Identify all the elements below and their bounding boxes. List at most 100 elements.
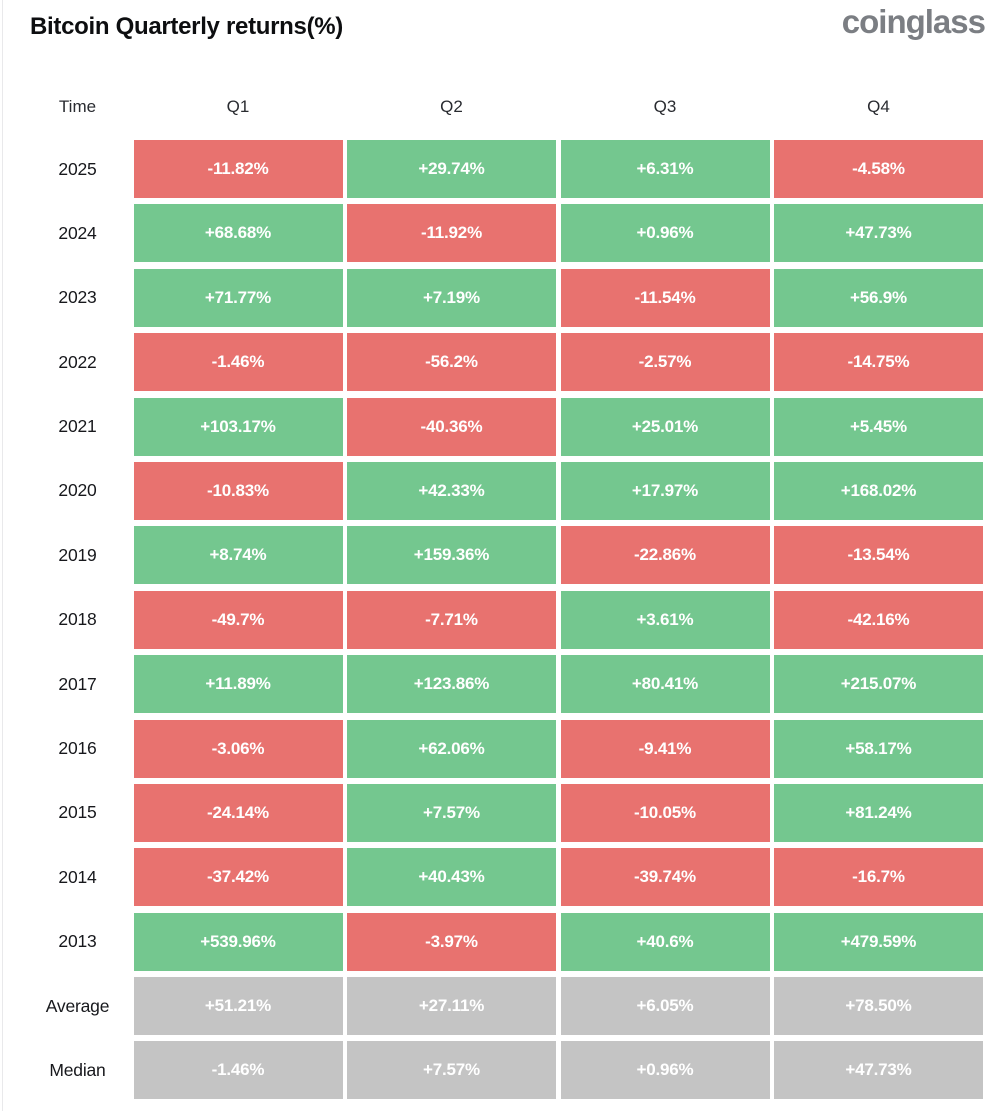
table-body: 2025 -11.82% +29.74% +6.31% -4.58% 2024 +68.68… — [26, 140, 983, 1100]
row-label: 2017 — [58, 673, 97, 694]
return-cell: +81.24% — [774, 783, 983, 842]
column-header-q3: Q3 — [653, 97, 677, 116]
return-cell: -24.14% — [133, 783, 343, 842]
row-label: 2019 — [58, 544, 97, 565]
row-label: 2021 — [58, 416, 97, 437]
return-cell: -14.75% — [774, 333, 983, 392]
return-cell: -11.54% — [560, 268, 770, 327]
return-cell: -37.42% — [133, 848, 343, 907]
return-cell: +42.33% — [347, 461, 556, 520]
return-cell: +80.41% — [560, 655, 770, 714]
row-label: 2015 — [58, 802, 97, 823]
table-row: 2015 -24.14% +7.57% -10.05% +81.24% — [26, 783, 983, 842]
return-cell: -49.7% — [133, 590, 343, 649]
row-label: 2023 — [58, 287, 97, 308]
return-cell: -1.46% — [133, 333, 343, 392]
table-row: 2017 +11.89% +123.86% +80.41% +215.07% — [26, 655, 983, 714]
return-cell: +6.05% — [560, 977, 770, 1036]
return-cell: +215.07% — [774, 655, 983, 714]
table-row: 2016 -3.06% +62.06% -9.41% +58.17% — [26, 719, 983, 778]
coinglass-logo[interactable]: coinglass — [841, 3, 986, 40]
column-header-time: Time — [58, 97, 97, 116]
row-label: 2024 — [58, 222, 97, 243]
return-cell: -13.54% — [774, 526, 983, 585]
return-cell: +539.96% — [133, 912, 343, 971]
return-cell: +71.77% — [133, 268, 343, 327]
container-left-border — [2, 0, 3, 1111]
return-cell: +17.97% — [560, 461, 770, 520]
column-header-q4: Q4 — [867, 97, 890, 116]
return-cell: +25.01% — [560, 397, 770, 456]
table-header-row: Time Q1 Q2 Q3 Q4 — [26, 92, 983, 122]
row-label: 2022 — [58, 351, 97, 372]
table-row: 2014 -37.42% +40.43% -39.74% -16.7% — [26, 848, 983, 907]
return-cell: -42.16% — [774, 590, 983, 649]
return-cell: +5.45% — [774, 397, 983, 456]
return-cell: -11.92% — [347, 204, 556, 263]
return-cell: -4.58% — [774, 140, 983, 198]
return-cell: +0.96% — [560, 1041, 770, 1100]
return-cell: -11.82% — [133, 140, 343, 198]
return-cell: +103.17% — [133, 397, 343, 456]
return-cell: -1.46% — [133, 1041, 343, 1100]
return-cell: +78.50% — [774, 977, 983, 1036]
table-row: 2022 -1.46% -56.2% -2.57% -14.75% — [26, 333, 983, 392]
return-cell: +68.68% — [133, 204, 343, 263]
return-cell: +7.57% — [347, 1041, 556, 1100]
return-cell: +123.86% — [347, 655, 556, 714]
return-cell: +159.36% — [347, 526, 556, 585]
return-cell: -7.71% — [347, 590, 556, 649]
table-row: 2013 +539.96% -3.97% +40.6% +479.59% — [26, 912, 983, 971]
return-cell: +7.57% — [347, 783, 556, 842]
return-cell: -3.06% — [133, 719, 343, 778]
return-cell: +47.73% — [774, 204, 983, 263]
return-cell: -10.83% — [133, 461, 343, 520]
row-label: Average — [45, 995, 110, 1016]
return-cell: -40.36% — [347, 397, 556, 456]
return-cell: +56.9% — [774, 268, 983, 327]
return-cell: -2.57% — [560, 333, 770, 392]
return-cell: -9.41% — [560, 719, 770, 778]
row-label: 2025 — [58, 158, 97, 179]
return-cell: +47.73% — [774, 1041, 983, 1100]
table-row: 2024 +68.68% -11.92% +0.96% +47.73% — [26, 204, 983, 263]
table-row: Average +51.21% +27.11% +6.05% +78.50% — [26, 977, 983, 1036]
row-label: 2014 — [58, 866, 97, 887]
return-cell: -16.7% — [774, 848, 983, 907]
row-label: 2018 — [58, 609, 97, 630]
row-label: Median — [49, 1059, 106, 1080]
return-cell: -10.05% — [560, 783, 770, 842]
column-header-q1: Q1 — [226, 97, 250, 116]
table-row: 2019 +8.74% +159.36% -22.86% -13.54% — [26, 526, 983, 585]
return-cell: +0.96% — [560, 204, 770, 263]
return-cell: +479.59% — [774, 912, 983, 971]
table-row: Median -1.46% +7.57% +0.96% +47.73% — [26, 1041, 983, 1100]
column-header-q2: Q2 — [440, 97, 463, 116]
row-label: 2020 — [58, 480, 97, 501]
return-cell: -3.97% — [347, 912, 556, 971]
return-cell: +7.19% — [347, 268, 556, 327]
table-row: 2020 -10.83% +42.33% +17.97% +168.02% — [26, 461, 983, 520]
row-label: 2013 — [58, 931, 97, 952]
return-cell: +62.06% — [347, 719, 556, 778]
return-cell: +11.89% — [133, 655, 343, 714]
page-title: Bitcoin Quarterly returns(%) — [30, 13, 343, 40]
table-row: 2021 +103.17% -40.36% +25.01% +5.45% — [26, 397, 983, 456]
table-row: 2018 -49.7% -7.71% +3.61% -42.16% — [26, 590, 983, 649]
return-cell: -22.86% — [560, 526, 770, 585]
return-cell: +40.43% — [347, 848, 556, 907]
return-cell: -39.74% — [560, 848, 770, 907]
return-cell: +58.17% — [774, 719, 983, 778]
return-cell: +29.74% — [347, 140, 556, 198]
table-row: 2025 -11.82% +29.74% +6.31% -4.58% — [26, 140, 983, 198]
return-cell: +3.61% — [560, 590, 770, 649]
return-cell: +8.74% — [133, 526, 343, 585]
table-row: 2023 +71.77% +7.19% -11.54% +56.9% — [26, 268, 983, 327]
return-cell: +27.11% — [347, 977, 556, 1036]
return-cell: -56.2% — [347, 333, 556, 392]
returns-table: Time Q1 Q2 Q3 Q4 2025 -11.82% +29.74% +6.31% -4.… — [26, 92, 983, 1100]
return-cell: +40.6% — [560, 912, 770, 971]
return-cell: +51.21% — [133, 977, 343, 1036]
return-cell: +6.31% — [560, 140, 770, 198]
row-label: 2016 — [58, 738, 97, 759]
